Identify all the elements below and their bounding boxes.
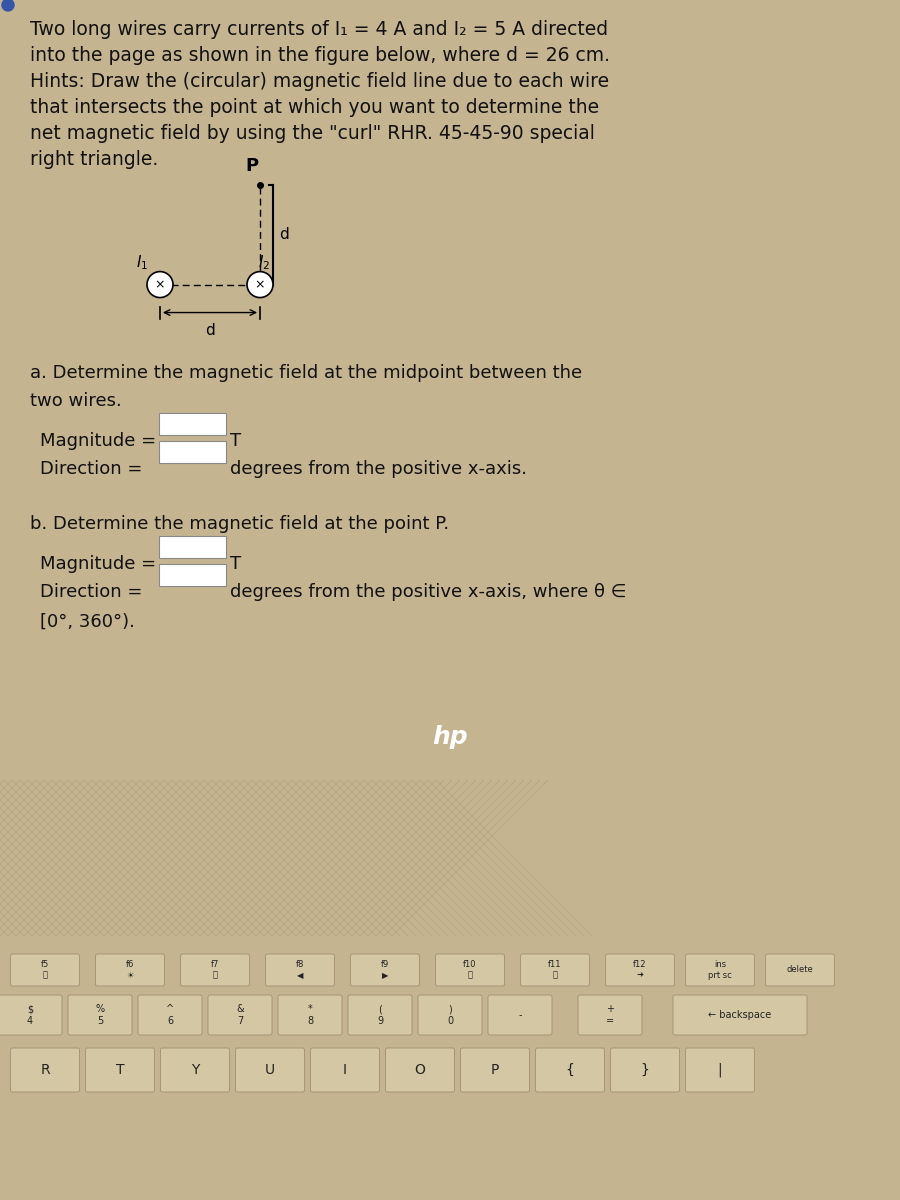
Text: b. Determine the magnetic field at the point P.: b. Determine the magnetic field at the p… [30, 515, 449, 533]
FancyBboxPatch shape [606, 954, 674, 986]
Text: into the page as shown in the figure below, where d = 26 cm.: into the page as shown in the figure bel… [30, 46, 610, 65]
FancyBboxPatch shape [160, 1048, 230, 1092]
Circle shape [2, 0, 14, 11]
Text: U: U [265, 1063, 275, 1078]
Text: +
=: + = [606, 1004, 614, 1026]
Text: {: { [565, 1063, 574, 1078]
Text: I: I [343, 1063, 347, 1078]
Text: |: | [717, 1063, 723, 1078]
Text: )
0: ) 0 [447, 1004, 453, 1026]
FancyBboxPatch shape [181, 954, 249, 986]
Circle shape [147, 271, 173, 298]
Text: f8
◀: f8 ◀ [296, 960, 304, 979]
FancyBboxPatch shape [159, 564, 226, 586]
Text: $I_1$: $I_1$ [136, 253, 149, 272]
FancyBboxPatch shape [11, 1048, 79, 1092]
Text: O: O [415, 1063, 426, 1078]
Text: }: } [641, 1063, 650, 1078]
Text: ← backspace: ← backspace [708, 1010, 771, 1020]
FancyBboxPatch shape [686, 954, 754, 986]
FancyBboxPatch shape [86, 1048, 155, 1092]
Text: ×: × [255, 278, 266, 292]
Text: ins
prt sc: ins prt sc [708, 960, 732, 979]
Text: f9
▶: f9 ▶ [381, 960, 389, 979]
Text: that intersects the point at which you want to determine the: that intersects the point at which you w… [30, 98, 599, 116]
Text: &
7: & 7 [236, 1004, 244, 1026]
FancyBboxPatch shape [0, 995, 62, 1034]
FancyBboxPatch shape [436, 954, 505, 986]
Text: T: T [230, 432, 241, 450]
Text: two wires.: two wires. [30, 392, 122, 410]
FancyBboxPatch shape [95, 954, 165, 986]
FancyBboxPatch shape [159, 442, 226, 463]
Text: Magnitude =: Magnitude = [40, 556, 156, 574]
FancyBboxPatch shape [461, 1048, 529, 1092]
Circle shape [247, 271, 273, 298]
FancyBboxPatch shape [488, 995, 552, 1034]
Text: f6
☀: f6 ☀ [126, 960, 134, 979]
Text: degrees from the positive x-axis.: degrees from the positive x-axis. [230, 461, 527, 479]
Text: f5
⬜: f5 ⬜ [40, 960, 50, 979]
Text: ×: × [155, 278, 166, 292]
Text: ^
6: ^ 6 [166, 1004, 174, 1026]
FancyBboxPatch shape [266, 954, 335, 986]
Text: R: R [40, 1063, 50, 1078]
Text: P: P [246, 157, 258, 175]
FancyBboxPatch shape [418, 995, 482, 1034]
FancyBboxPatch shape [159, 536, 226, 558]
Text: a. Determine the magnetic field at the midpoint between the: a. Determine the magnetic field at the m… [30, 365, 582, 383]
Text: right triangle.: right triangle. [30, 150, 158, 169]
Text: Two long wires carry currents of I₁ = 4 A and I₂ = 5 A directed: Two long wires carry currents of I₁ = 4 … [30, 20, 608, 38]
Text: Hints: Draw the (circular) magnetic field line due to each wire: Hints: Draw the (circular) magnetic fiel… [30, 72, 609, 91]
Text: T: T [230, 556, 241, 574]
FancyBboxPatch shape [385, 1048, 454, 1092]
FancyBboxPatch shape [578, 995, 642, 1034]
Text: $
4: $ 4 [27, 1004, 33, 1026]
FancyBboxPatch shape [686, 1048, 754, 1092]
FancyBboxPatch shape [138, 995, 202, 1034]
Text: Direction =: Direction = [40, 583, 142, 601]
FancyBboxPatch shape [278, 995, 342, 1034]
FancyBboxPatch shape [766, 954, 834, 986]
FancyBboxPatch shape [68, 995, 132, 1034]
Text: f11
⏭: f11 ⏭ [548, 960, 562, 979]
Text: delete: delete [787, 966, 814, 974]
Text: Direction =: Direction = [40, 461, 142, 479]
Text: f10
⏮: f10 ⏮ [464, 960, 477, 979]
Text: P: P [491, 1063, 500, 1078]
FancyBboxPatch shape [350, 954, 419, 986]
FancyBboxPatch shape [536, 1048, 605, 1092]
Text: T: T [116, 1063, 124, 1078]
FancyBboxPatch shape [208, 995, 272, 1034]
Text: degrees from the positive x-axis, where θ ∈: degrees from the positive x-axis, where … [230, 583, 626, 601]
Text: Magnitude =: Magnitude = [40, 432, 156, 450]
Text: $I_2$: $I_2$ [258, 253, 270, 272]
FancyBboxPatch shape [11, 954, 79, 986]
FancyBboxPatch shape [310, 1048, 380, 1092]
FancyBboxPatch shape [673, 995, 807, 1034]
Text: f7
🔇: f7 🔇 [211, 960, 220, 979]
Text: %
5: % 5 [95, 1004, 104, 1026]
Text: [0°, 360°).: [0°, 360°). [40, 613, 135, 631]
Text: (
9: ( 9 [377, 1004, 383, 1026]
FancyBboxPatch shape [159, 413, 226, 436]
FancyBboxPatch shape [236, 1048, 304, 1092]
Text: hp: hp [432, 725, 468, 749]
Text: d: d [205, 323, 215, 337]
Text: net magnetic field by using the "curl" RHR. 45-45-90 special: net magnetic field by using the "curl" R… [30, 124, 595, 143]
FancyBboxPatch shape [610, 1048, 680, 1092]
FancyBboxPatch shape [520, 954, 590, 986]
FancyBboxPatch shape [348, 995, 412, 1034]
Text: Y: Y [191, 1063, 199, 1078]
Text: f12
➜: f12 ➜ [634, 960, 647, 979]
Text: *
8: * 8 [307, 1004, 313, 1026]
Text: -: - [518, 1010, 522, 1020]
Text: d: d [279, 227, 289, 242]
